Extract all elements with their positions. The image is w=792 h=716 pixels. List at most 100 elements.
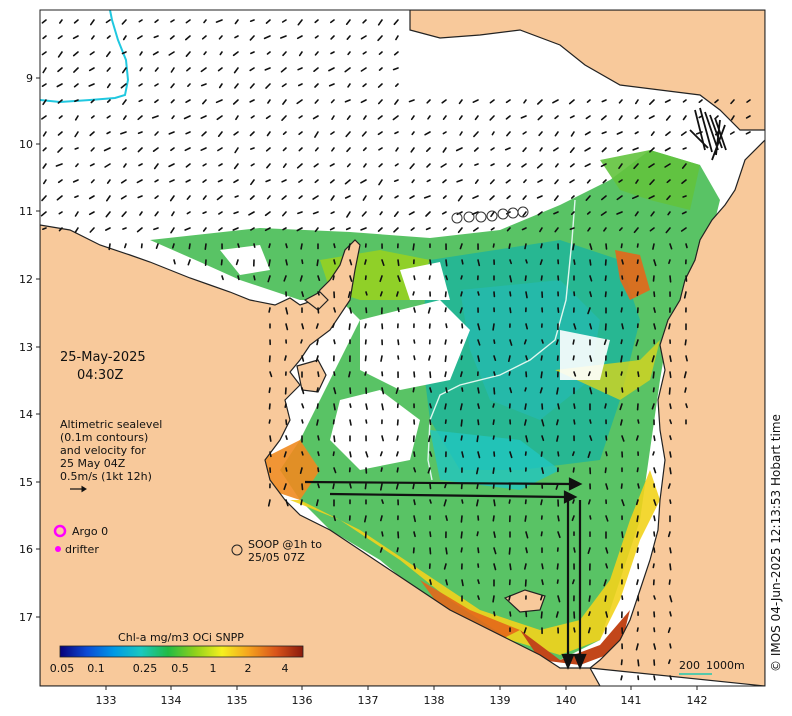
velocity-arrow xyxy=(298,179,303,183)
velocity-arrow xyxy=(41,19,47,24)
velocity-arrow xyxy=(600,115,607,121)
velocity-arrow xyxy=(682,99,687,103)
velocity-arrow xyxy=(263,35,271,40)
velocity-arrow xyxy=(201,131,207,137)
velocity-arrow xyxy=(426,163,431,168)
velocity-arrow xyxy=(279,35,287,39)
velocity-arrow xyxy=(154,131,159,136)
velocity-arrow xyxy=(605,435,608,441)
velocity-arrow xyxy=(541,339,544,344)
velocity-arrow xyxy=(524,403,527,410)
velocity-arrow xyxy=(105,211,111,218)
y-tick-label: 14 xyxy=(19,408,33,421)
velocity-arrow xyxy=(443,499,447,507)
x-tick-label: 137 xyxy=(358,694,379,707)
colorbar-tick-label: 2 xyxy=(245,662,252,675)
land-mass xyxy=(40,10,765,686)
velocity-arrow xyxy=(653,259,657,267)
velocity-arrow xyxy=(220,259,223,266)
velocity-arrow xyxy=(523,339,527,345)
velocity-arrow xyxy=(635,435,639,441)
soop-ship-track xyxy=(451,206,529,224)
velocity-arrow xyxy=(249,35,255,41)
velocity-arrow xyxy=(539,147,543,152)
velocity-arrow xyxy=(524,275,527,282)
velocity-arrow xyxy=(585,115,591,120)
velocity-arrow xyxy=(413,515,417,523)
velocity-arrow xyxy=(425,211,431,217)
velocity-arrow xyxy=(683,291,687,299)
velocity-arrow xyxy=(328,67,335,72)
velocity-arrow xyxy=(413,563,417,570)
land-new-guinea xyxy=(409,10,765,131)
velocity-arrow xyxy=(301,259,304,265)
velocity-arrow xyxy=(120,195,127,200)
velocity-arrow xyxy=(669,419,673,425)
velocity-arrow xyxy=(522,131,527,135)
y-tick-label: 17 xyxy=(19,611,33,624)
velocity-arrow xyxy=(653,323,657,330)
velocity-arrow xyxy=(185,163,191,168)
velocity-arrow xyxy=(413,467,417,473)
velocity-arrow xyxy=(472,195,479,199)
velocity-arrow xyxy=(378,67,383,71)
velocity-arrow xyxy=(652,387,655,393)
velocity-arrow xyxy=(397,339,400,346)
velocity-arrow xyxy=(297,83,303,87)
velocity-arrow xyxy=(42,131,47,137)
velocity-arrow xyxy=(477,419,480,426)
velocity-arrow xyxy=(427,115,431,120)
velocity-arrow xyxy=(459,371,463,378)
velocity-arrow xyxy=(444,307,447,313)
velocity-arrow xyxy=(509,467,512,473)
velocity-arrow xyxy=(555,339,559,346)
colorbar-title: Chl-a mg/m3 OCi SNPP xyxy=(118,631,244,644)
velocity-arrow xyxy=(330,131,335,135)
velocity-arrow xyxy=(170,99,175,104)
velocity-arrow xyxy=(57,51,63,58)
colorbar: Chl-a mg/m3 OCi SNPP 0.05 0.1 0.25 0.5 1 2 4 xyxy=(50,631,304,675)
velocity-arrow xyxy=(42,99,47,106)
velocity-arrow xyxy=(104,163,111,168)
velocity-arrow xyxy=(249,131,255,137)
velocity-arrow xyxy=(477,595,480,601)
velocity-arrow xyxy=(346,163,351,168)
velocity-arrow xyxy=(589,291,593,298)
velocity-arrow xyxy=(122,35,127,41)
velocity-arrow xyxy=(235,259,239,266)
velocity-arrow xyxy=(506,163,511,167)
velocity-arrow xyxy=(508,243,511,249)
velocity-arrow xyxy=(492,435,495,440)
strong-current-vectors xyxy=(304,477,587,670)
colorbar-tick-label: 1 xyxy=(210,662,217,675)
velocity-arrow xyxy=(589,275,593,282)
velocity-arrow xyxy=(461,499,464,504)
velocity-arrow xyxy=(477,355,481,363)
velocity-arrow xyxy=(602,179,607,184)
soop-track-point xyxy=(517,206,529,218)
velocity-arrow xyxy=(380,355,383,362)
velocity-arrow xyxy=(296,163,303,169)
velocity-arrow xyxy=(621,499,625,507)
velocity-arrow xyxy=(218,83,223,89)
velocity-arrow xyxy=(460,435,463,441)
velocity-arrow xyxy=(409,195,415,199)
velocity-arrow xyxy=(556,387,559,395)
velocity-arrow xyxy=(312,195,319,200)
velocity-arrow xyxy=(349,419,352,426)
velocity-arrow xyxy=(215,99,223,104)
velocity-arrow xyxy=(360,99,367,104)
velocity-arrow xyxy=(605,563,609,569)
velocity-arrow xyxy=(136,227,143,233)
velocity-arrow xyxy=(232,99,239,105)
velocity-arrow xyxy=(264,211,271,217)
velocity-arrow xyxy=(652,275,655,282)
velocity-arrow xyxy=(365,403,368,411)
velocity-arrow xyxy=(603,339,607,346)
velocity-arrow xyxy=(429,547,432,555)
colorbar-tick-label: 4 xyxy=(282,662,289,675)
velocity-arrow xyxy=(541,419,545,427)
velocity-arrow xyxy=(203,19,207,24)
velocity-arrow xyxy=(329,19,335,24)
velocity-arrow xyxy=(202,99,207,105)
